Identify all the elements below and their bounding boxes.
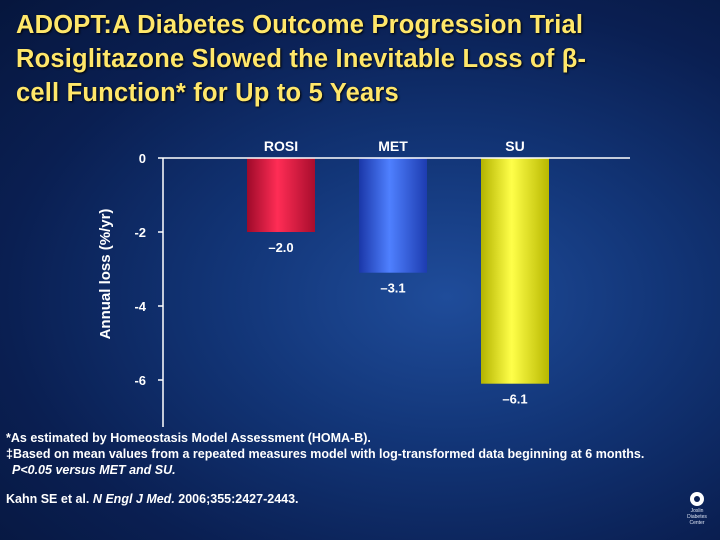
bars-layer <box>247 158 549 384</box>
y-tick-label: -6 <box>134 373 146 388</box>
logo-emblem-icon <box>690 492 704 506</box>
footnote-homa: *As estimated by Homeostasis Model Asses… <box>6 431 371 445</box>
category-label: MET <box>378 138 408 154</box>
citation-details: 2006;355:2427-2443. <box>178 492 299 506</box>
y-tick-label: 0 <box>139 151 146 166</box>
title-line-1: ADOPT:A Diabetes Outcome Progression Tri… <box>16 11 584 39</box>
footnote-significance: P<0.05 versus MET and SU. <box>12 463 176 477</box>
bar-su <box>481 158 549 384</box>
logo-line-2: Diabetes <box>687 514 707 520</box>
bar-met <box>359 158 427 273</box>
data-label: –3.1 <box>380 281 405 296</box>
category-label: ROSI <box>264 138 298 154</box>
title-line-2: Rosiglitazone Slowed the Inevitable Loss… <box>16 45 587 73</box>
bar-rosi <box>247 158 315 232</box>
joslin-logo: Joslin Diabetes Center <box>682 490 712 534</box>
labels-layer: 0 -2 -4 -6 Annual loss (%/yr) ROSI MET SU –2.0 –3… <box>97 138 528 407</box>
footnote-model: ‡Based on mean values from a repeated me… <box>6 447 645 461</box>
slide-title: ADOPT:A Diabetes Outcome Progression Tri… <box>16 8 711 110</box>
data-label: –2.0 <box>268 240 293 255</box>
y-tick-label: -2 <box>134 225 146 240</box>
logo-line-3: Center <box>689 520 705 526</box>
y-axis-label: Annual loss (%/yr) <box>97 209 114 340</box>
citation-journal: N Engl J Med. <box>92 492 175 506</box>
title-line-3: cell Function* for Up to 5 Years <box>16 79 399 107</box>
category-label: SU <box>505 138 524 154</box>
axes-layer <box>158 157 630 427</box>
footnotes: *As estimated by Homeostasis Model Asses… <box>6 430 718 478</box>
citation: Kahn SE et al. N Engl J Med. 2006;355:24… <box>6 492 299 506</box>
y-tick-label: -4 <box>134 299 146 314</box>
data-label: –6.1 <box>502 392 527 407</box>
bar-chart: 0 -2 -4 -6 Annual loss (%/yr) ROSI MET SU –2.0 –3… <box>97 138 630 427</box>
citation-authors: Kahn SE et al. <box>6 492 90 506</box>
logo-line-1: Joslin <box>690 508 704 514</box>
